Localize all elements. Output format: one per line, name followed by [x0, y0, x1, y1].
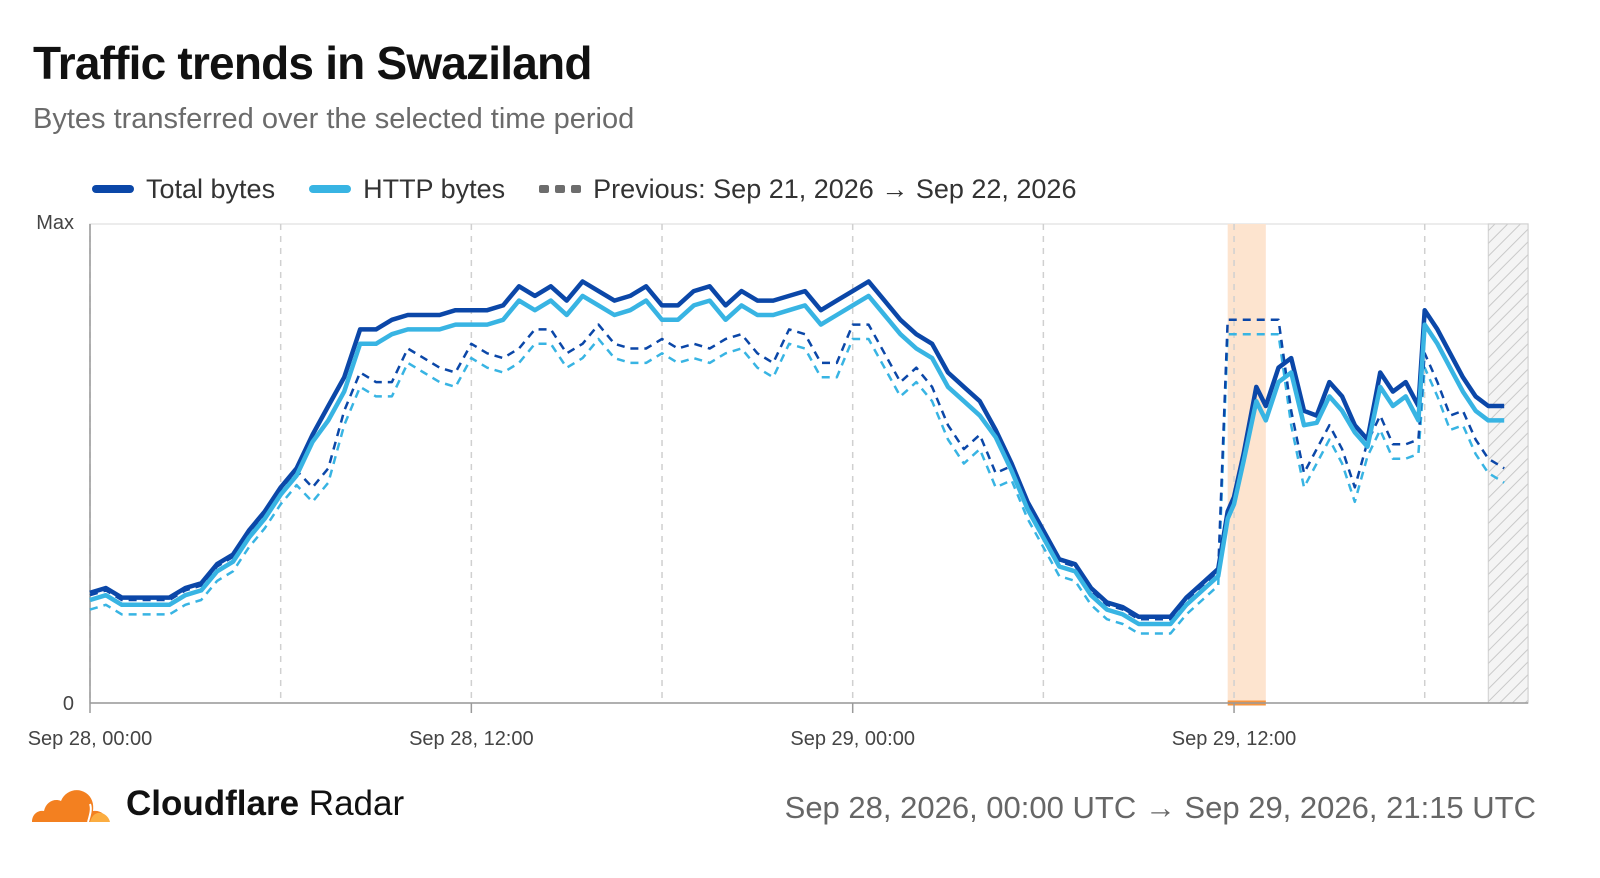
anomaly-band [1227, 224, 1266, 703]
legend-swatch-total [92, 185, 134, 193]
series-previous-http [89, 332, 1505, 635]
legend-item-total[interactable]: Total bytes [92, 174, 275, 205]
brand-name: Cloudflare Radar [126, 784, 405, 823]
brand: Cloudflare Radar [30, 784, 404, 824]
legend-item-http[interactable]: HTTP bytes [309, 174, 505, 205]
x-tick-label: Sep 28, 00:00 [28, 728, 153, 750]
time-range: Sep 28, 2026, 00:00 UTC → Sep 29, 2026, … [784, 790, 1536, 825]
legend-label-previous: Previous: Sep 21, 2026 → Sep 22, 2026 [593, 173, 1077, 204]
chart-legend: Total bytes HTTP bytes Previous: Sep 21,… [92, 172, 1110, 206]
x-tick-label: Sep 29, 00:00 [790, 728, 915, 750]
page-title: Traffic trends in Swaziland [33, 37, 592, 89]
y-tick-label-max: Max [36, 212, 74, 234]
legend-item-previous[interactable]: Previous: Sep 21, 2026 → Sep 22, 2026 [539, 174, 1076, 205]
legend-label-http: HTTP bytes [363, 173, 506, 204]
page-subtitle: Bytes transferred over the selected time… [33, 103, 635, 135]
legend-swatch-http [309, 185, 352, 193]
y-tick-label-min: 0 [63, 693, 74, 715]
x-tick-label: Sep 28, 12:00 [409, 728, 534, 750]
legend-swatch-previous [539, 185, 582, 193]
cloudflare-cloud-icon [32, 790, 110, 823]
x-tick-label: Sep 29, 12:00 [1172, 728, 1297, 750]
legend-label-total: Total bytes [146, 173, 276, 204]
series-previous-total [89, 318, 1505, 621]
series-http [89, 293, 1505, 627]
series-total [89, 279, 1505, 620]
